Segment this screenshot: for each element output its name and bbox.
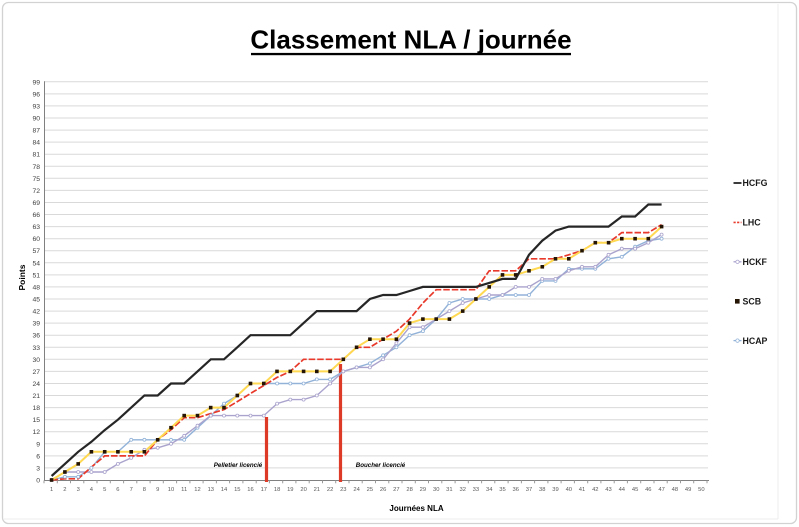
svg-text:45: 45 — [32, 297, 40, 304]
svg-text:44: 44 — [619, 487, 626, 493]
svg-text:39: 39 — [32, 321, 40, 328]
svg-text:Boucher licencié: Boucher licencié — [356, 462, 406, 469]
svg-text:8: 8 — [143, 487, 146, 493]
svg-text:81: 81 — [32, 152, 40, 159]
svg-text:24: 24 — [32, 381, 40, 388]
svg-text:Journées NLA: Journées NLA — [389, 504, 443, 513]
svg-text:5: 5 — [103, 487, 106, 493]
svg-text:69: 69 — [32, 200, 40, 207]
svg-text:1: 1 — [50, 487, 53, 493]
svg-text:9: 9 — [156, 487, 159, 493]
svg-text:20: 20 — [300, 487, 306, 493]
svg-text:11: 11 — [181, 487, 187, 493]
svg-text:3: 3 — [36, 465, 40, 472]
svg-text:9: 9 — [36, 441, 40, 448]
svg-text:HCFG: HCFG — [743, 178, 768, 188]
svg-text:22: 22 — [327, 487, 333, 493]
svg-text:21: 21 — [32, 393, 40, 400]
svg-text:15: 15 — [32, 417, 40, 424]
svg-text:Pelletier licencié: Pelletier licencié — [214, 462, 263, 469]
svg-text:Classement NLA / journée: Classement NLA / journée — [250, 25, 571, 55]
svg-text:45: 45 — [632, 487, 638, 493]
svg-text:33: 33 — [32, 345, 40, 352]
svg-text:99: 99 — [32, 79, 40, 86]
svg-text:HCAP: HCAP — [743, 336, 768, 346]
svg-text:15: 15 — [234, 487, 240, 493]
svg-text:27: 27 — [393, 487, 399, 493]
svg-text:30: 30 — [433, 487, 439, 493]
svg-text:29: 29 — [420, 487, 426, 493]
svg-text:36: 36 — [512, 487, 518, 493]
svg-text:19: 19 — [287, 487, 293, 493]
svg-text:25: 25 — [367, 487, 373, 493]
svg-text:72: 72 — [32, 188, 40, 195]
svg-text:23: 23 — [340, 487, 346, 493]
svg-text:4: 4 — [90, 487, 94, 493]
svg-text:16: 16 — [247, 487, 253, 493]
svg-text:87: 87 — [32, 128, 40, 135]
svg-text:60: 60 — [32, 236, 40, 243]
svg-text:57: 57 — [32, 248, 40, 255]
svg-text:28: 28 — [406, 487, 412, 493]
svg-text:6: 6 — [36, 453, 40, 460]
svg-text:38: 38 — [539, 487, 545, 493]
svg-text:24: 24 — [353, 487, 360, 493]
svg-text:43: 43 — [605, 487, 611, 493]
svg-text:54: 54 — [32, 260, 40, 267]
svg-text:27: 27 — [32, 369, 40, 376]
svg-text:2: 2 — [63, 487, 66, 493]
svg-text:96: 96 — [32, 91, 40, 98]
svg-text:48: 48 — [32, 284, 40, 291]
svg-text:90: 90 — [32, 116, 40, 123]
svg-text:32: 32 — [459, 487, 465, 493]
svg-text:21: 21 — [314, 487, 320, 493]
svg-text:12: 12 — [32, 429, 40, 436]
svg-text:35: 35 — [499, 487, 505, 493]
svg-text:37: 37 — [526, 487, 532, 493]
svg-text:3: 3 — [77, 487, 80, 493]
svg-text:Points: Points — [17, 264, 27, 290]
svg-text:66: 66 — [32, 212, 40, 219]
svg-text:26: 26 — [380, 487, 386, 493]
svg-text:SCB: SCB — [743, 296, 762, 306]
svg-text:51: 51 — [32, 272, 40, 279]
svg-text:12: 12 — [194, 487, 200, 493]
svg-text:47: 47 — [658, 487, 664, 493]
svg-text:33: 33 — [473, 487, 479, 493]
svg-text:14: 14 — [221, 487, 228, 493]
svg-text:10: 10 — [168, 487, 174, 493]
svg-text:78: 78 — [32, 164, 40, 171]
svg-text:39: 39 — [552, 487, 558, 493]
svg-text:34: 34 — [486, 487, 493, 493]
svg-text:42: 42 — [32, 309, 40, 316]
svg-text:75: 75 — [32, 176, 40, 183]
svg-text:HCKF: HCKF — [743, 257, 768, 267]
svg-text:31: 31 — [446, 487, 452, 493]
svg-text:63: 63 — [32, 224, 40, 231]
svg-text:48: 48 — [672, 487, 678, 493]
svg-text:36: 36 — [32, 333, 40, 340]
svg-text:46: 46 — [645, 487, 651, 493]
svg-text:49: 49 — [685, 487, 691, 493]
svg-text:84: 84 — [32, 140, 40, 147]
svg-text:40: 40 — [566, 487, 572, 493]
svg-text:93: 93 — [32, 103, 40, 110]
svg-text:LHC: LHC — [743, 218, 762, 228]
svg-text:6: 6 — [116, 487, 119, 493]
svg-text:41: 41 — [579, 487, 585, 493]
svg-text:42: 42 — [592, 487, 598, 493]
svg-text:0: 0 — [36, 478, 40, 485]
svg-text:30: 30 — [32, 357, 40, 364]
svg-text:17: 17 — [261, 487, 267, 493]
svg-text:7: 7 — [130, 487, 133, 493]
svg-text:50: 50 — [698, 487, 704, 493]
svg-text:18: 18 — [32, 405, 40, 412]
svg-text:18: 18 — [274, 487, 280, 493]
svg-text:13: 13 — [208, 487, 214, 493]
